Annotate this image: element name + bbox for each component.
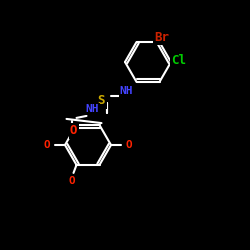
Text: Cl: Cl bbox=[172, 54, 186, 66]
Text: NH: NH bbox=[120, 86, 133, 96]
Text: Br: Br bbox=[154, 30, 169, 44]
Text: O: O bbox=[70, 124, 77, 138]
Text: S: S bbox=[98, 94, 105, 108]
Text: O: O bbox=[126, 140, 132, 150]
Text: O: O bbox=[44, 140, 51, 150]
Text: NH: NH bbox=[86, 104, 99, 114]
Text: O: O bbox=[68, 176, 75, 186]
